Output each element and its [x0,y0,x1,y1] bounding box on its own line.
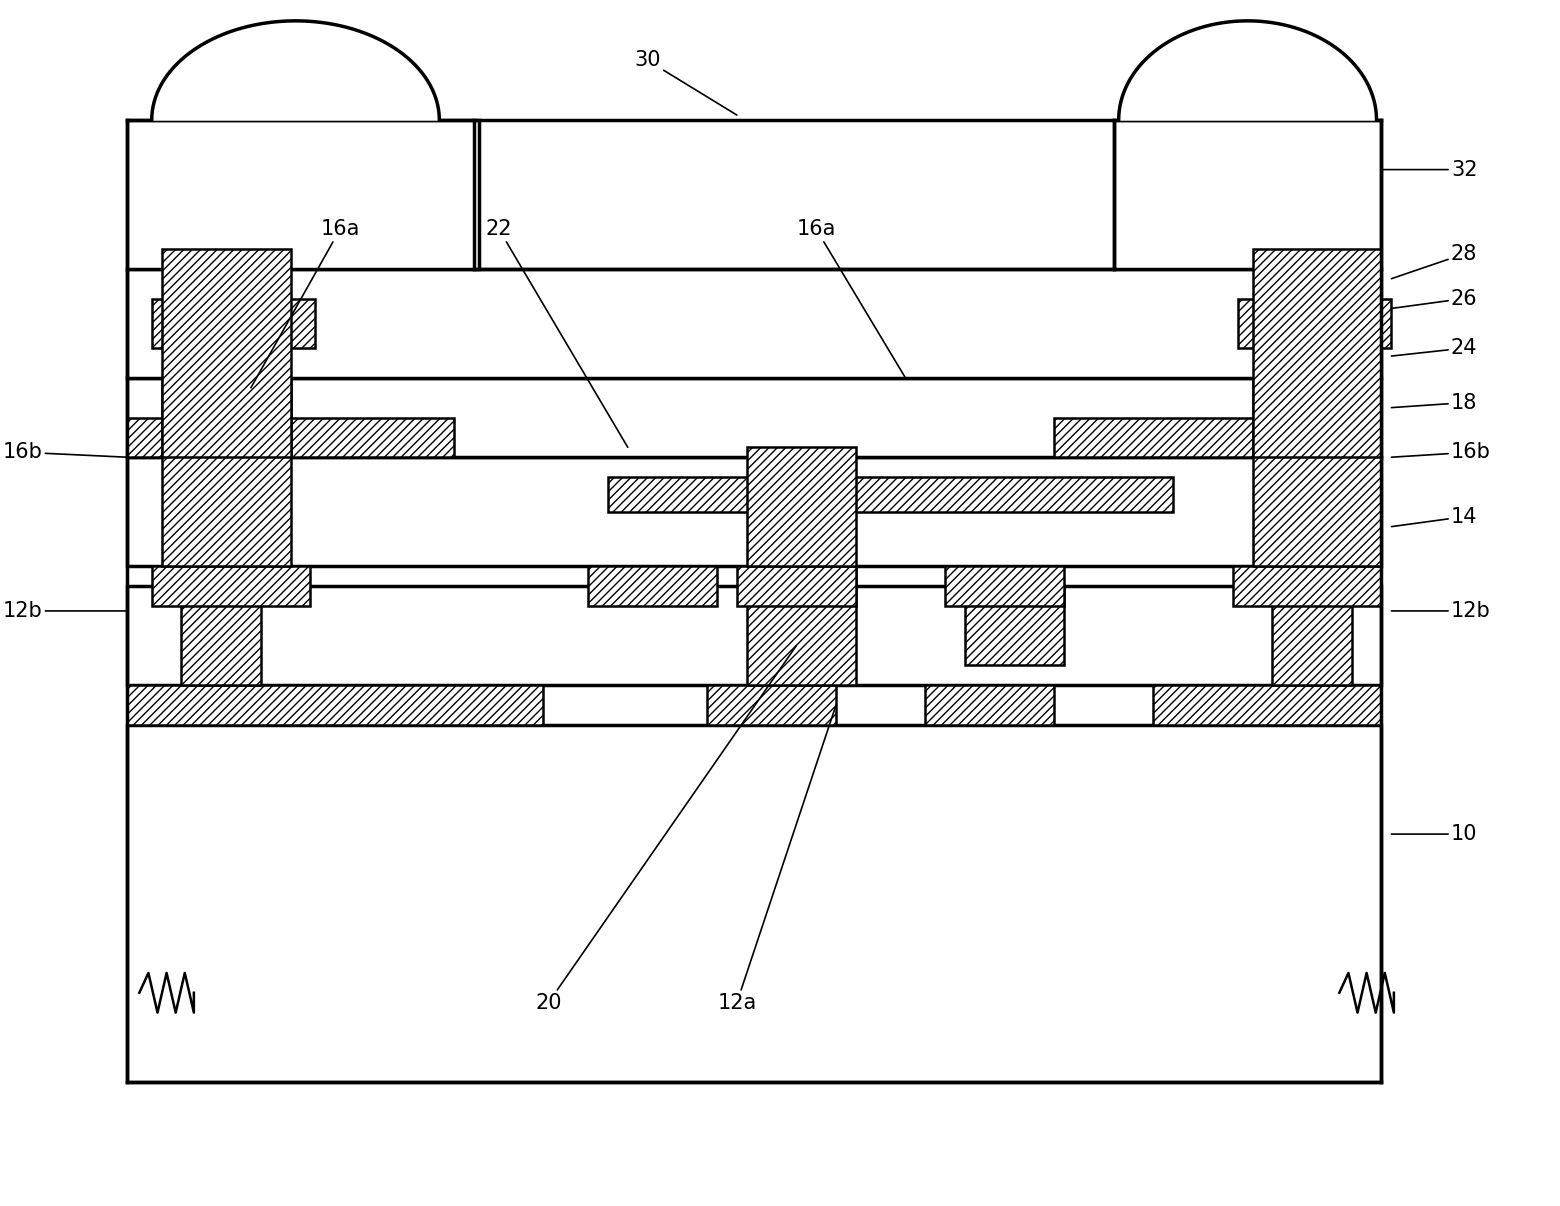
Bar [588,567,718,605]
Text: 18: 18 [1392,393,1477,412]
Bar [1253,248,1382,457]
Text: 26: 26 [1392,288,1477,309]
Bar [151,299,315,349]
Text: 16b: 16b [1392,443,1491,462]
Bar [126,725,1382,1082]
Bar [126,377,1382,457]
Bar [126,269,1382,377]
Bar [126,685,543,725]
Bar [181,567,261,685]
Text: 24: 24 [1392,338,1477,358]
Text: 28: 28 [1392,244,1477,279]
Bar [925,685,1055,725]
Text: 14: 14 [1392,507,1477,527]
Bar [126,457,1382,567]
Bar [162,377,290,567]
Bar [126,586,1382,685]
Text: 22: 22 [485,219,627,447]
Bar [966,586,1064,666]
Bar [151,567,310,605]
Text: 20: 20 [535,645,796,1013]
Bar [126,121,479,269]
Text: 12b: 12b [1392,601,1491,621]
Polygon shape [1119,21,1376,121]
Text: 32: 32 [1382,159,1477,180]
Bar [945,567,1064,605]
Bar [1273,567,1351,685]
Text: 12b: 12b [3,601,126,621]
Bar [1253,377,1382,567]
Polygon shape [151,21,440,121]
Text: 10: 10 [1392,824,1477,844]
Bar [736,567,856,605]
Text: 16a: 16a [797,219,905,377]
Bar [1055,417,1382,457]
Text: 16a: 16a [251,219,360,388]
Text: 16b: 16b [3,443,126,462]
Bar [747,447,856,567]
Bar [707,685,836,725]
Bar [1232,567,1382,605]
Text: 30: 30 [635,51,736,115]
Bar [126,417,454,457]
Bar [1237,299,1392,349]
Bar [1153,685,1382,725]
Bar [608,478,1173,511]
Bar [747,567,856,685]
Bar [162,248,290,457]
Text: 12a: 12a [718,706,836,1013]
Bar [1114,121,1382,269]
